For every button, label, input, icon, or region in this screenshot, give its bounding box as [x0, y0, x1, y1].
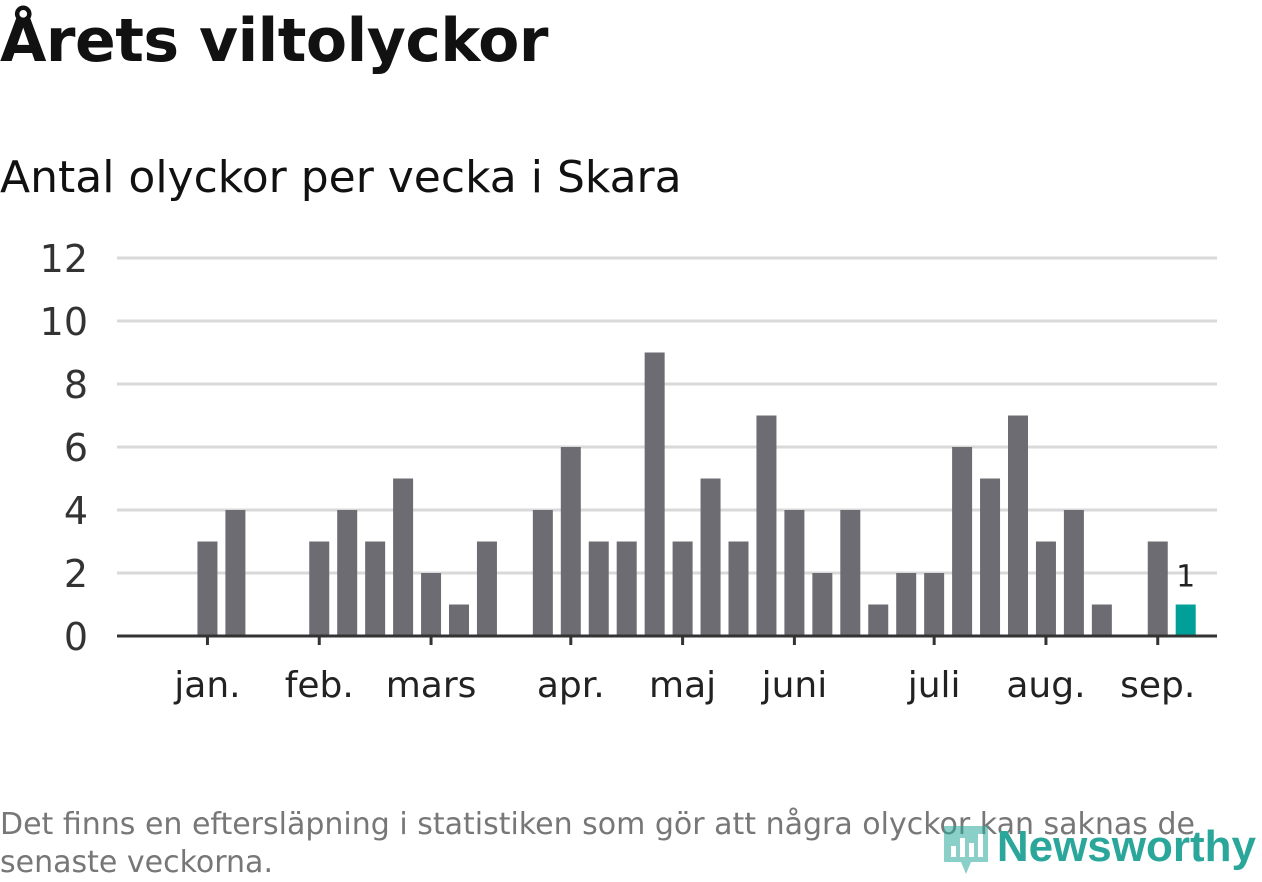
bar: [672, 541, 693, 636]
bar: [812, 573, 833, 636]
bar: [560, 447, 581, 636]
bar: [1008, 415, 1028, 636]
bar: [952, 447, 973, 636]
x-tick-label: jan.: [173, 665, 240, 706]
x-tick-label: apr.: [537, 665, 605, 706]
bar: [337, 510, 358, 636]
gridlines: [117, 256, 1217, 575]
logo-text: Newsworthy: [996, 822, 1256, 871]
y-tick-label: 0: [64, 615, 88, 659]
bar: [588, 541, 609, 636]
bar: [616, 541, 637, 636]
y-tick-label: 6: [64, 426, 88, 470]
data-label: 1: [1176, 560, 1195, 595]
bar: [421, 573, 442, 636]
bar: [784, 510, 805, 636]
y-tick-label: 10: [40, 300, 88, 344]
bar: [309, 541, 330, 636]
bar: [197, 541, 218, 636]
newsworthy-logo: Newsworthy: [941, 818, 1256, 876]
bar: [700, 478, 721, 636]
chart-title: Årets viltolyckor: [0, 6, 549, 76]
bar: [896, 573, 917, 636]
bar: [225, 510, 246, 636]
logo-chart-icon: [943, 826, 988, 874]
x-tick-label: juni: [761, 665, 828, 706]
y-tick-label: 8: [64, 363, 88, 407]
y-tick-label: 12: [40, 237, 88, 281]
x-tick-label: mars: [386, 665, 477, 706]
bars: 1: [197, 352, 1196, 636]
bar: [1091, 604, 1112, 636]
bar-highlight: [1175, 604, 1196, 636]
bar: [476, 541, 497, 636]
bar: [840, 510, 861, 636]
footnote: Det finns en eftersläpning i statistiken…: [0, 807, 1195, 880]
bar: [728, 541, 749, 636]
bar: [532, 510, 553, 636]
bar: [393, 478, 414, 636]
bar: [980, 478, 1001, 636]
bar: [644, 352, 665, 636]
x-tick-label: sep.: [1120, 665, 1195, 706]
chart-subtitle: Antal olyckor per vecka i Skara: [0, 152, 682, 203]
bar: [924, 573, 945, 636]
bar: [1063, 510, 1084, 636]
x-tick-label: aug.: [1006, 665, 1085, 706]
x-tick-label: maj: [649, 665, 716, 706]
bar: [868, 604, 889, 636]
bar: [756, 415, 777, 636]
axes: 0 2 4 6 8 10 12 jan. feb. mars apr. maj juni juli aug.…: [40, 237, 1217, 706]
x-tick-label: feb.: [285, 665, 354, 706]
bar: [449, 604, 469, 636]
bar: [365, 541, 386, 636]
x-tick-label: juli: [907, 665, 961, 706]
bar: [1147, 541, 1168, 636]
bar-chart: 1 0 2 4 6 8 10 12 jan. feb. mars apr. maj juni juli au…: [40, 237, 1217, 706]
y-tick-label: 4: [64, 489, 88, 533]
bar: [1035, 541, 1056, 636]
y-tick-label: 2: [64, 552, 88, 596]
